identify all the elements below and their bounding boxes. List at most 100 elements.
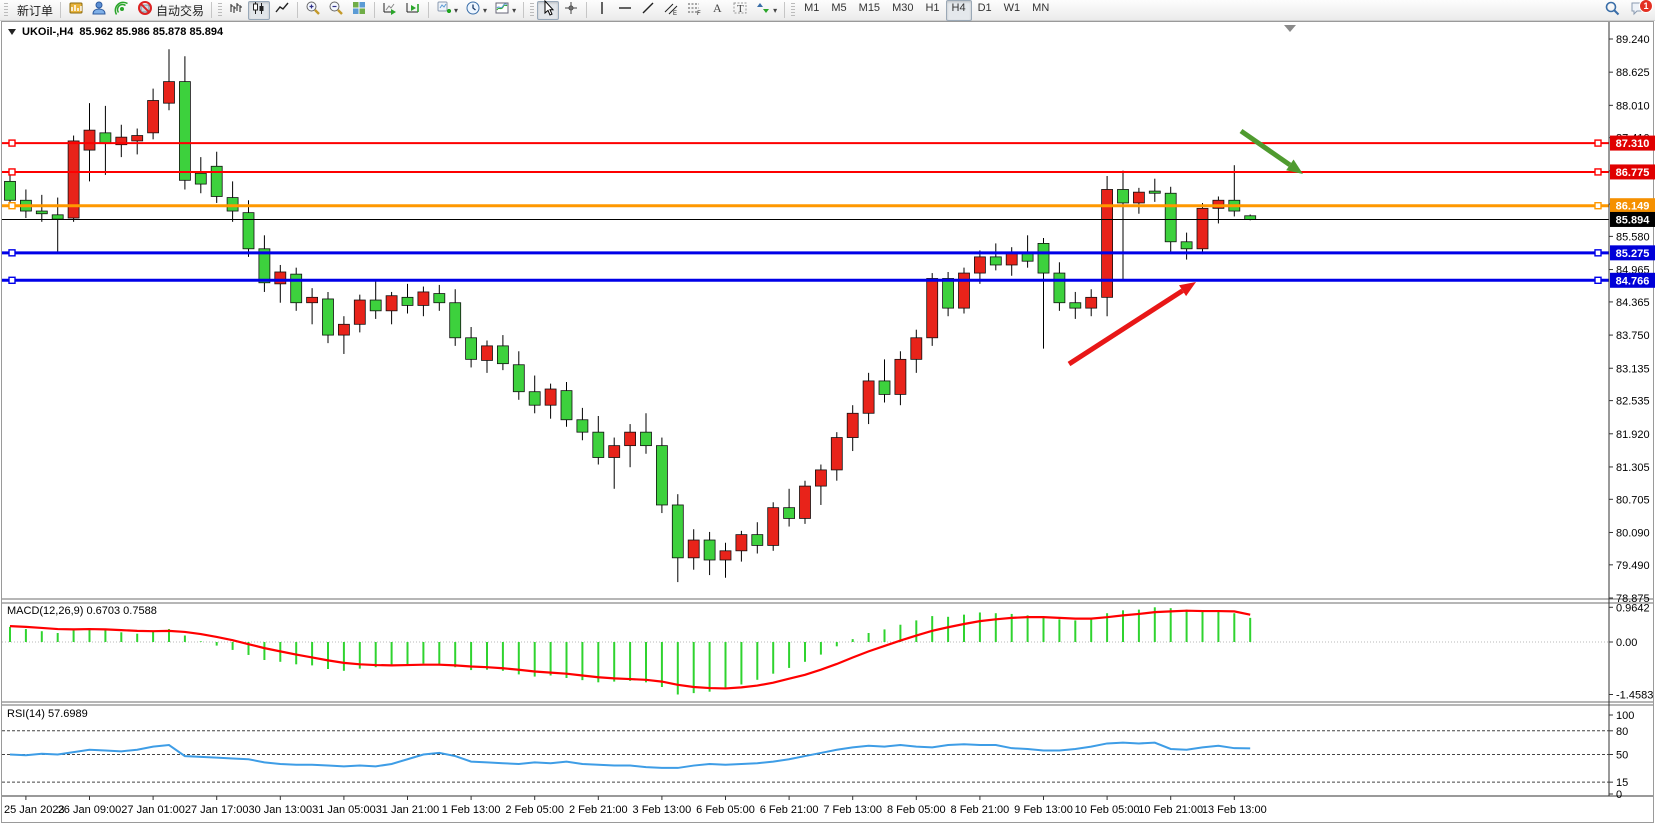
dropdown-caret-icon: ▾	[512, 5, 517, 15]
zoom-out-button[interactable]	[325, 1, 347, 20]
bar-chart-icon	[228, 0, 244, 21]
crosshair-button[interactable]	[560, 1, 582, 20]
svg-text:50: 50	[1616, 750, 1628, 762]
svg-text:89.240: 89.240	[1616, 34, 1650, 46]
svg-text:80.090: 80.090	[1616, 527, 1650, 539]
rsi-indicator-label: RSI(14) 57.6989	[7, 708, 88, 720]
svg-text:88.625: 88.625	[1616, 67, 1650, 79]
timeframe-button-M1[interactable]: M1	[804, 1, 820, 14]
candlestick-chart-button[interactable]	[248, 0, 271, 20]
signal-icon	[114, 0, 130, 21]
new-order-button[interactable]: 新订单	[11, 1, 56, 20]
horizontal-lines-layer	[2, 139, 1609, 284]
svg-text:13 Feb 13:00: 13 Feb 13:00	[1202, 804, 1267, 816]
search-icon	[1604, 0, 1620, 21]
svg-text:-1.4583: -1.4583	[1616, 689, 1653, 701]
svg-text:9 Feb 13:00: 9 Feb 13:00	[1014, 804, 1073, 816]
timeframe-button-D1[interactable]: D1	[977, 1, 992, 14]
fibonacci-button[interactable]: F	[683, 1, 705, 20]
line-chart-button[interactable]	[271, 1, 293, 20]
toolbar-separator	[784, 2, 786, 18]
svg-text:88.010: 88.010	[1616, 100, 1650, 112]
templates-button[interactable]: ▾	[491, 1, 519, 20]
tile-windows-icon	[351, 0, 367, 21]
svg-text:82.535: 82.535	[1616, 396, 1650, 408]
toolbar-separator	[428, 2, 430, 18]
svg-text:31 Jan 05:00: 31 Jan 05:00	[312, 804, 376, 816]
svg-text:6 Feb 05:00: 6 Feb 05:00	[696, 804, 755, 816]
trendline-button[interactable]	[637, 1, 659, 20]
macd-indicator-label: MACD(12,26,9) 0.6703 0.7588	[7, 605, 157, 617]
timeframe-button-H4[interactable]: H4	[945, 0, 972, 21]
svg-text:85.894: 85.894	[1616, 214, 1651, 226]
rsi-pane	[2, 730, 1609, 783]
main-price-pane	[4, 49, 1257, 583]
timeframe-button-M15[interactable]: M15	[858, 1, 881, 14]
svg-text:27 Jan 17:00: 27 Jan 17:00	[185, 804, 249, 816]
svg-text:83.750: 83.750	[1616, 330, 1650, 342]
toolbar-grip[interactable]	[218, 3, 223, 17]
chart-shift-button[interactable]	[402, 1, 424, 20]
chart-ohlc-values: 85.962 85.986 85.878 85.894	[79, 26, 224, 38]
svg-text:86.775: 86.775	[1616, 167, 1650, 179]
svg-text:81.920: 81.920	[1616, 429, 1650, 441]
svg-text:30 Jan 13:00: 30 Jan 13:00	[248, 804, 312, 816]
dropdown-caret-icon: ▾	[454, 5, 459, 15]
notification-badge: 1	[1639, 0, 1653, 13]
cursor-button[interactable]	[537, 0, 560, 20]
toolbar-grip[interactable]	[530, 3, 535, 17]
svg-text:80.705: 80.705	[1616, 494, 1650, 506]
svg-text:7 Feb 13:00: 7 Feb 13:00	[823, 804, 882, 816]
svg-text:80: 80	[1616, 726, 1628, 738]
svg-text:2 Feb 05:00: 2 Feb 05:00	[505, 804, 564, 816]
svg-text:T: T	[737, 3, 744, 15]
svg-text:A: A	[713, 1, 722, 15]
svg-text:83.135: 83.135	[1616, 363, 1650, 375]
svg-text:1 Feb 13:00: 1 Feb 13:00	[442, 804, 501, 816]
text-label-button[interactable]: T	[729, 1, 751, 20]
horizontal-line-button[interactable]	[614, 1, 636, 20]
timeframe-button-M30[interactable]: M30	[892, 1, 914, 14]
chart-canvas[interactable]: 89.24088.62588.01087.41086.79586.18085.5…	[0, 21, 1655, 824]
signal-button[interactable]	[111, 1, 133, 20]
auto-trading-button[interactable]: 自动交易	[134, 0, 207, 20]
svg-text:86.149: 86.149	[1616, 201, 1650, 213]
chart-window: 89.24088.62588.01087.41086.79586.18085.5…	[0, 21, 1655, 824]
red-up-arrow	[1067, 282, 1196, 367]
macd-pane	[2, 607, 1609, 695]
chat-button[interactable]: 1	[1627, 0, 1653, 20]
dropdown-caret-icon: ▾	[483, 5, 488, 15]
toolbar: 新订单 自动交易	[0, 0, 1655, 21]
channel-button[interactable]: E	[660, 1, 682, 20]
toolbar-grip[interactable]	[4, 3, 8, 17]
timeframe-button-W1[interactable]: W1	[1003, 1, 1021, 14]
profile-button[interactable]	[88, 1, 110, 20]
shapes-icon	[755, 0, 771, 21]
periods-button[interactable]: ▾	[462, 1, 490, 20]
timeframe-button-MN[interactable]: MN	[1032, 1, 1050, 14]
symbol-dropdown-icon[interactable]	[8, 29, 16, 35]
chart-window-button[interactable]	[65, 1, 87, 20]
svg-text:E: E	[673, 11, 677, 16]
svg-text:8 Feb 21:00: 8 Feb 21:00	[951, 804, 1010, 816]
auto-scroll-button[interactable]	[379, 1, 401, 20]
indicators-button[interactable]: ▾	[433, 1, 461, 20]
timeframe-button-H1[interactable]: H1	[925, 1, 940, 14]
toolbar-separator	[586, 2, 588, 18]
shapes-button[interactable]: ▾	[752, 1, 780, 20]
bar-chart-button[interactable]	[225, 1, 247, 20]
svg-text:10 Feb 21:00: 10 Feb 21:00	[1138, 804, 1203, 816]
horizontal-line-icon	[617, 0, 633, 21]
green-down-arrow	[1239, 128, 1303, 174]
tile-windows-button[interactable]	[348, 1, 370, 20]
text-button[interactable]: A	[706, 1, 728, 20]
zoom-in-button[interactable]	[302, 1, 324, 20]
vertical-line-button[interactable]	[591, 1, 613, 20]
search-button[interactable]	[1601, 1, 1623, 20]
periods-clock-icon	[465, 0, 481, 21]
toolbar-grip[interactable]	[791, 3, 796, 17]
svg-text:100: 100	[1616, 710, 1634, 722]
toolbar-separator	[60, 2, 62, 18]
timeframe-button-M5[interactable]: M5	[831, 1, 847, 14]
